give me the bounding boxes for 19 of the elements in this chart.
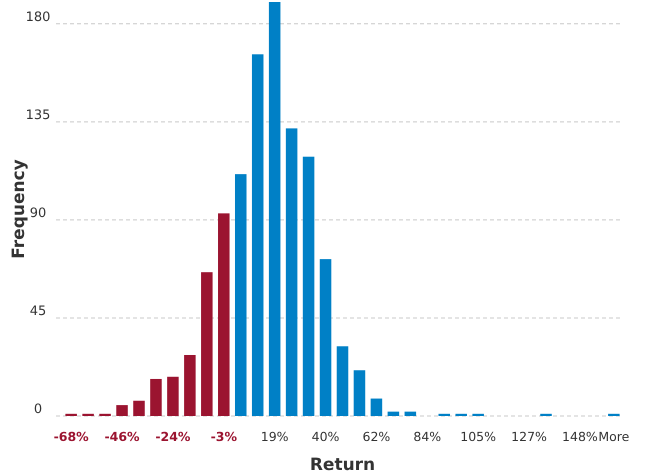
x-tick-label: 40% (312, 429, 340, 444)
x-tick-label: More (598, 429, 630, 444)
y-tick-label: 180 (26, 10, 50, 25)
x-tick-label: -46% (104, 429, 140, 444)
y-tick-label: 0 (34, 402, 42, 417)
x-tick-label: 127% (511, 429, 548, 444)
x-tick-label: 62% (362, 429, 390, 444)
y-tick-label: 90 (30, 206, 46, 221)
x-tick-label: 148% (562, 429, 598, 444)
x-tick-label: 84% (413, 429, 442, 444)
x-tick-label: -68% (54, 429, 90, 444)
x-tick-label: 105% (460, 429, 496, 444)
x-tick-label: -3% (210, 429, 238, 444)
y-tick-label: 135 (26, 108, 50, 123)
x-tick-label: 19% (260, 429, 289, 444)
y-tick-label: 45 (30, 304, 46, 319)
x-axis-title: Return (310, 455, 376, 474)
x-tick-label: -24% (155, 429, 191, 444)
y-axis-title: Frequency (9, 159, 29, 259)
